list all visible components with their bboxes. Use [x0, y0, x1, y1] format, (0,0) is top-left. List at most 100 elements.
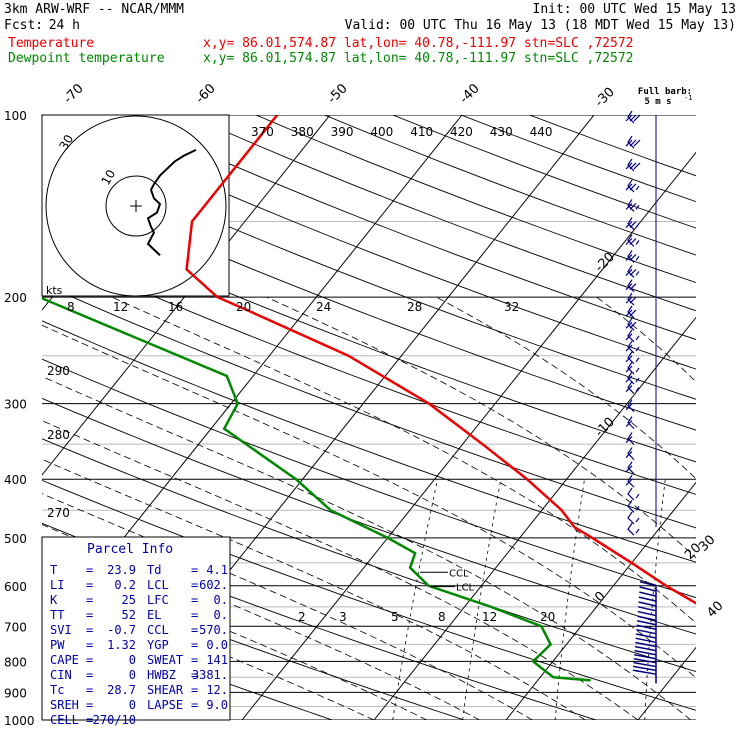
temperature-legend: Temperature — [8, 36, 94, 51]
forecast-label: Fcst: — [4, 18, 43, 33]
parcel-field-value: 0 — [129, 668, 136, 682]
low-level-wind-barb — [635, 641, 657, 648]
wind-barb — [635, 256, 640, 261]
theta-label: 430 — [490, 125, 513, 139]
low-level-wind-barb — [633, 661, 657, 668]
wind-barb — [635, 357, 640, 363]
wind-barb — [627, 340, 635, 354]
parcel-field-value: 0. — [214, 608, 228, 622]
wind-barb — [635, 517, 640, 523]
isotherm-line — [241, 151, 696, 720]
low-level-wind-barb — [633, 657, 657, 664]
parcel-field-value: 141 — [206, 653, 228, 667]
theta-label: 390 — [331, 125, 354, 139]
moist-adiabat — [436, 296, 696, 480]
pressure-label: 900 — [4, 686, 27, 700]
parcel-field-name: Td — [147, 563, 161, 577]
low-level-wind-barb — [636, 620, 657, 626]
full-barb-label: Full barb: — [638, 87, 692, 97]
wind-barb — [635, 185, 640, 191]
isotherm-label: -40 — [457, 81, 483, 107]
mixing-ratio-label: 5 — [391, 610, 399, 624]
parcel-field-name: TT — [50, 608, 64, 622]
low-level-wind-barb — [635, 633, 657, 639]
hodograph-ring-label: 30 — [56, 132, 76, 152]
wind-barb — [627, 279, 635, 293]
moist-adiabat — [596, 296, 696, 383]
moist-adiabat — [42, 493, 533, 720]
moist-adiabat — [266, 296, 696, 559]
theta-label: 400 — [370, 125, 393, 139]
parcel-field-name: Tc — [50, 683, 64, 697]
wind-barb — [633, 114, 641, 122]
pressure-label: 400 — [4, 473, 27, 487]
hodograph-speed-label: 20 — [236, 300, 251, 314]
hodograph-speed-label: 16 — [168, 300, 183, 314]
low-level-wind-barb — [632, 669, 657, 675]
init-time: Init: 00 UTC Wed 15 May 13 — [533, 2, 737, 17]
parcel-equals: = — [191, 578, 198, 592]
wind-barb — [633, 139, 641, 147]
parcel-equals: = — [86, 593, 93, 607]
pressure-label: 700 — [4, 620, 27, 634]
parcel-equals: = — [86, 623, 93, 637]
theta-label: 280 — [47, 428, 70, 442]
parcel-equals: = — [86, 638, 93, 652]
parcel-equals: = — [191, 593, 198, 607]
temperature-series-line — [185, 115, 696, 605]
parcel-field-value: 3381. — [192, 668, 228, 682]
mixing-ratio-label: 12 — [482, 610, 497, 624]
theta-label: 370 — [251, 125, 274, 139]
temperature-location: x,y= 86.01,574.87 lat,lon= 40.78,-111.97… — [203, 36, 633, 51]
low-level-wind-barb — [634, 649, 657, 656]
dry-adiabat — [42, 246, 696, 495]
parcel-equals: = — [86, 698, 93, 712]
hodograph-ring — [105, 175, 167, 237]
wind-barb — [627, 522, 635, 536]
parcel-field-name: EL — [147, 608, 161, 622]
mixing-ratio-label: 3 — [339, 610, 347, 624]
low-level-wind-barb — [638, 596, 657, 602]
parcel-equals: = — [191, 638, 198, 652]
wind-barb — [627, 110, 635, 124]
hodograph-speed-label: 12 — [113, 300, 128, 314]
wind-barb — [627, 135, 635, 149]
wind-barb — [627, 447, 635, 460]
parcel-equals: = — [191, 623, 198, 637]
forecast-hour: 24 h — [49, 18, 80, 33]
parcel-equals: = — [191, 608, 198, 622]
model-title: 3km ARW-WRF -- NCAR/MMM — [4, 2, 184, 17]
dry-adiabat — [460, 115, 696, 203]
parcel-field-name: CIN — [50, 668, 72, 682]
hodograph-ring-label: 10 — [98, 167, 118, 187]
wind-barbs — [625, 110, 657, 684]
isotherm-line — [505, 481, 696, 720]
wind-barb — [635, 346, 640, 352]
wind-barb — [627, 292, 635, 306]
wind-barb — [627, 487, 635, 501]
parcel-equals: = — [191, 653, 198, 667]
wind-barb — [627, 179, 635, 193]
wind-barb — [635, 387, 640, 392]
parcel-field-value: 52 — [122, 608, 136, 622]
parcel-equals: = — [191, 668, 198, 682]
parcel-field-value: 9.0 — [206, 698, 228, 712]
dewpoint-legend: Dewpoint temperature — [8, 51, 165, 66]
lcl-label: LCL — [456, 583, 475, 594]
wind-barb — [627, 199, 635, 212]
parcel-field-name: CAPE — [50, 653, 79, 667]
parcel-field-value: 25 — [122, 593, 136, 607]
wind-barb — [627, 217, 635, 230]
isotherm-label: -70 — [61, 81, 87, 107]
parcel-equals: = — [86, 608, 93, 622]
dry-adiabat — [42, 479, 696, 711]
parcel-field-value: 570. — [199, 623, 228, 637]
pressure-label: 600 — [4, 580, 27, 594]
moist-adiabat — [42, 458, 586, 720]
mixing-ratio-line — [392, 479, 438, 720]
parcel-equals: = — [86, 653, 93, 667]
low-level-wind-barb — [638, 601, 657, 607]
low-level-wind-barb — [637, 610, 657, 617]
